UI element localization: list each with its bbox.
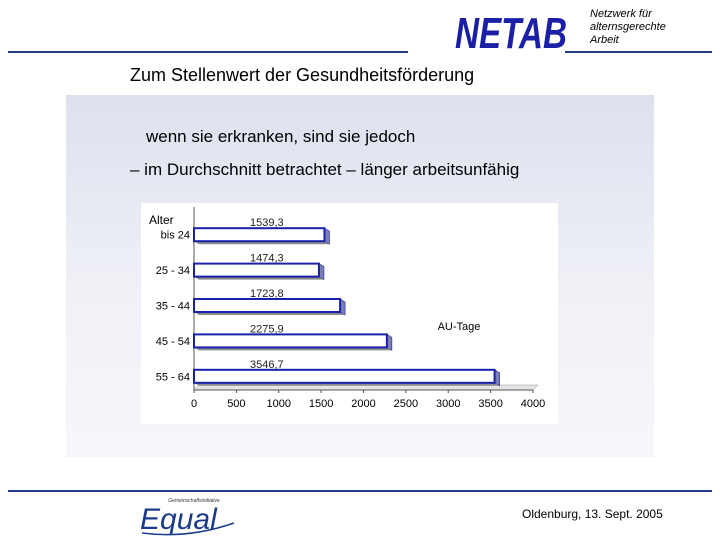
x-tick-label: 500 bbox=[227, 398, 245, 410]
org-line-3: Arbeit bbox=[590, 34, 619, 46]
x-axis-title: AU-Tage bbox=[438, 321, 481, 333]
x-tick-label: 1000 bbox=[267, 398, 291, 410]
header-rule-left bbox=[8, 51, 408, 53]
x-tick-label: 0 bbox=[191, 398, 197, 410]
y-tick-label: bis 24 bbox=[161, 230, 190, 242]
org-line-1: Netzwerk für bbox=[590, 8, 652, 20]
data-label: 1723,8 bbox=[250, 288, 284, 300]
bar bbox=[193, 262, 320, 278]
y-tick-label: 45 - 54 bbox=[156, 336, 190, 348]
equal-logo: Gemeinschaftsinitiative Equal bbox=[140, 498, 235, 536]
netab-logo: NETAB bbox=[455, 9, 567, 52]
y-tick-label: 55 - 64 bbox=[156, 371, 190, 383]
x-tick-label: 2000 bbox=[351, 398, 375, 410]
x-tick-label: 2500 bbox=[394, 398, 418, 410]
organisation-name: Netzwerk für alternsgerechte Arbeit bbox=[590, 8, 666, 47]
x-tick-label: 3500 bbox=[478, 398, 502, 410]
chart-container: 0 500 1000 1500 2000 2500 3000 3500 4000 1539,3 bi… bbox=[141, 203, 558, 424]
equal-logo-small-text: Gemeinschaftsinitiative bbox=[168, 498, 220, 504]
data-label: 1539,3 bbox=[250, 217, 284, 229]
data-label: 1474,3 bbox=[250, 253, 284, 265]
data-label: 3546,7 bbox=[250, 359, 284, 371]
org-line-2: alternsgerechte bbox=[590, 21, 666, 33]
data-label: 2275,9 bbox=[250, 323, 284, 335]
subtitle-line-1: wenn sie erkranken, sind sie jedoch bbox=[146, 127, 416, 146]
x-tick-label: 1500 bbox=[309, 398, 333, 410]
bar bbox=[193, 227, 326, 243]
footer-date: Oldenburg, 13. Sept. 2005 bbox=[522, 507, 663, 521]
bar-chart: 0 500 1000 1500 2000 2500 3000 3500 4000 1539,3 bi… bbox=[149, 207, 545, 410]
footer-rule bbox=[8, 490, 712, 492]
header-rule-right bbox=[565, 51, 712, 53]
subtitle-line-2: – im Durchschnitt betrachtet – länger ar… bbox=[130, 160, 520, 179]
y-axis-title: Alter bbox=[149, 213, 174, 227]
bar bbox=[193, 368, 496, 384]
x-tick-label: 3000 bbox=[436, 398, 460, 410]
bar bbox=[193, 333, 388, 349]
slide-title: Zum Stellenwert der Gesundheitsförderung bbox=[130, 65, 475, 85]
bar bbox=[193, 298, 342, 313]
y-tick-label: 35 - 44 bbox=[156, 301, 190, 313]
equal-logo-swoosh bbox=[141, 522, 235, 536]
y-tick-label: 25 - 34 bbox=[156, 265, 190, 277]
netab-logo-text: NETAB bbox=[455, 9, 567, 52]
x-tick-label: 4000 bbox=[521, 398, 545, 410]
